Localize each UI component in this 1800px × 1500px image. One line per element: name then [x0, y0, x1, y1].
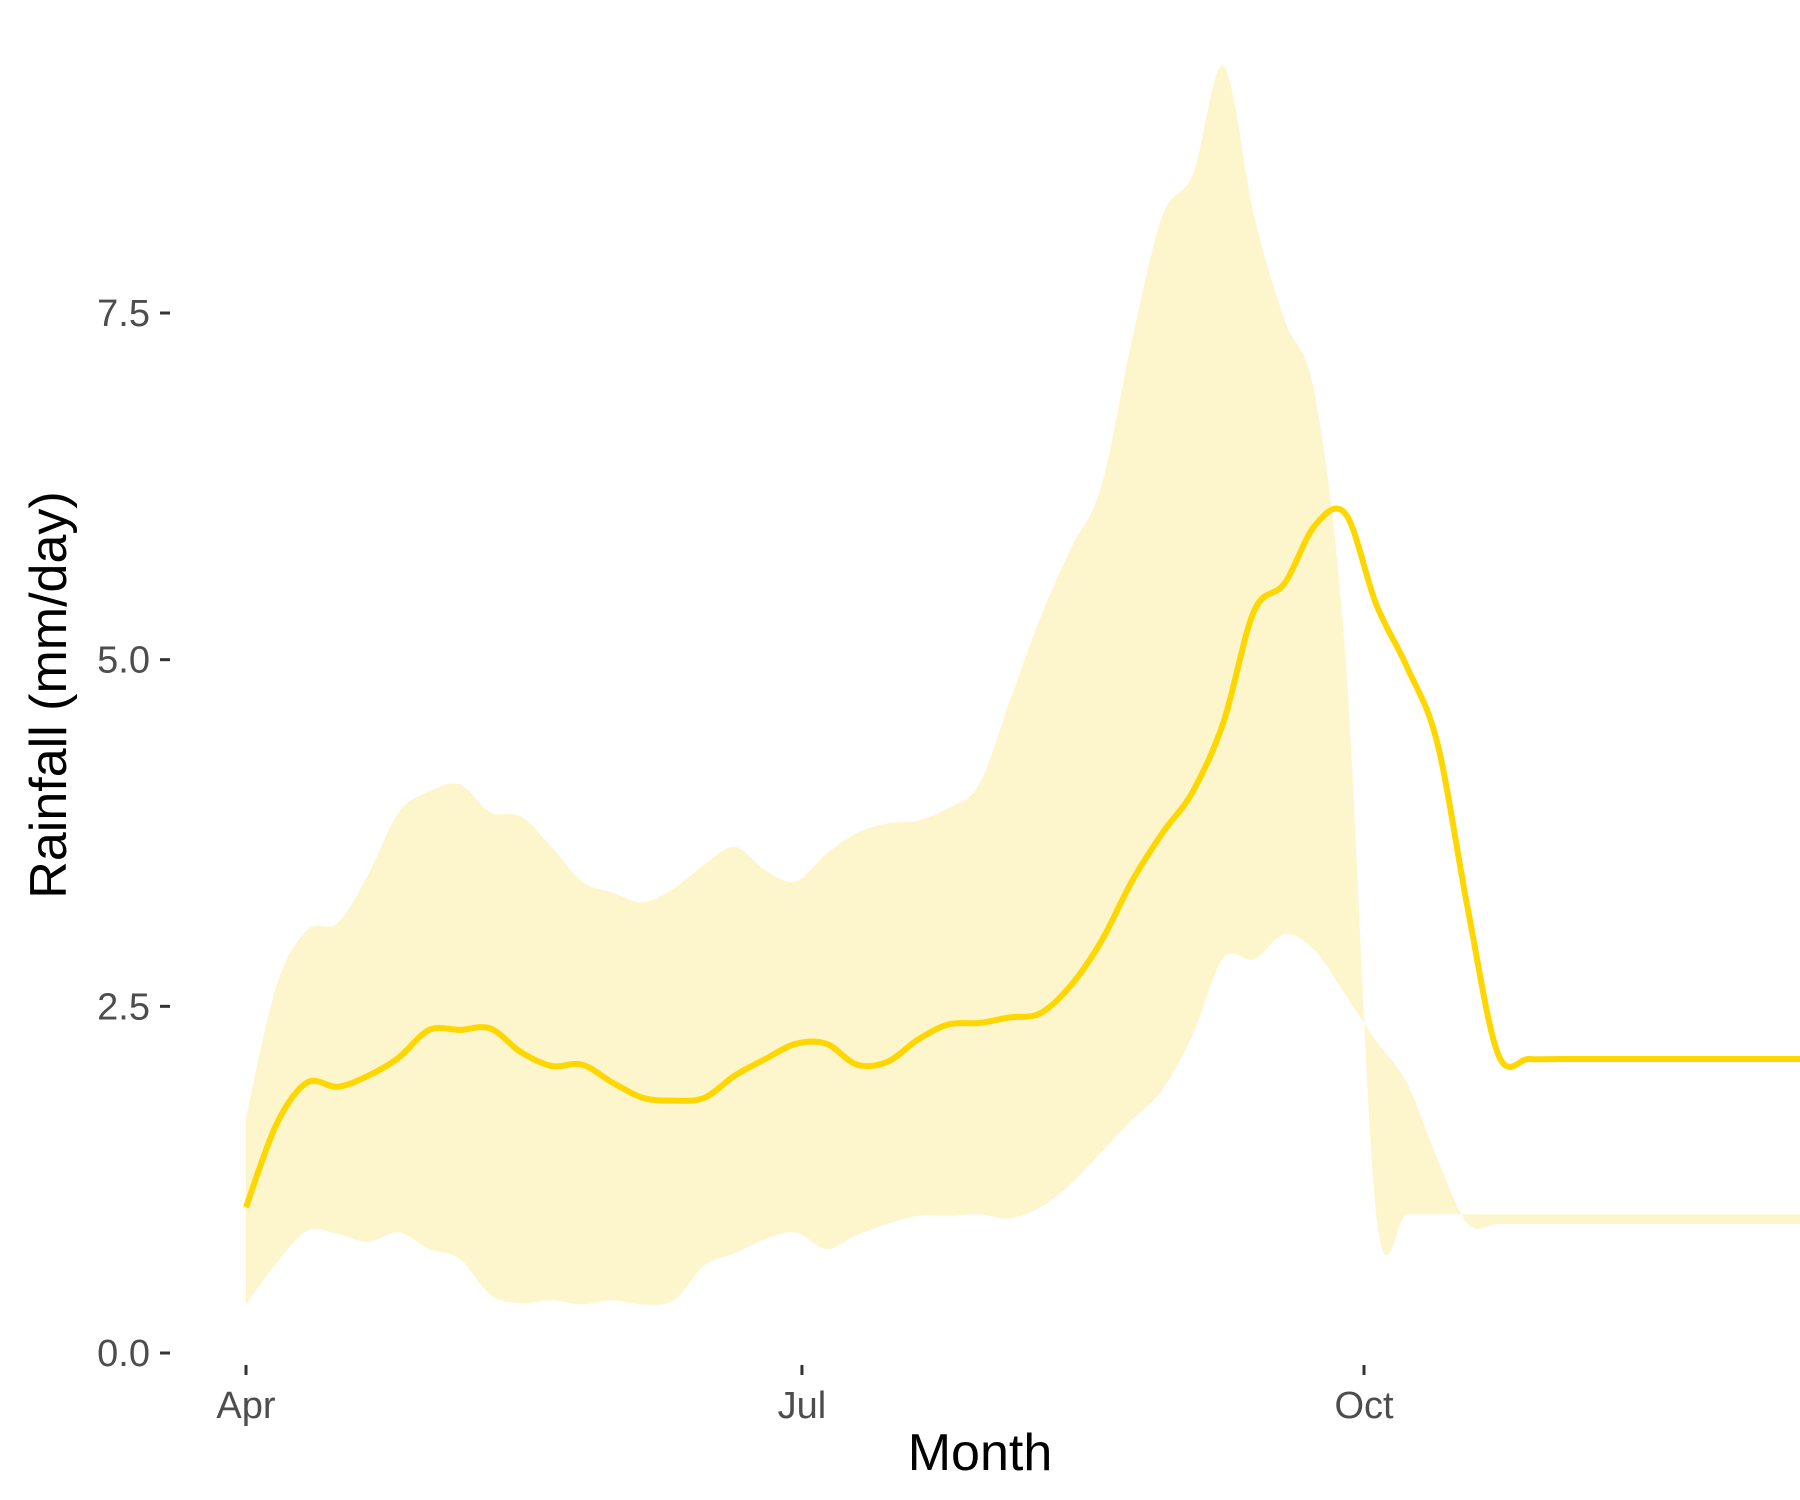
y-axis-title: Rainfall (mm/day) — [20, 491, 78, 898]
x-axis-title: Month — [908, 1424, 1053, 1482]
y-tick-label: 7.5 — [97, 293, 150, 335]
x-tick-label: Oct — [1334, 1385, 1394, 1427]
y-tick-label: 0.0 — [97, 1333, 150, 1375]
y-tick-label: 5.0 — [97, 640, 150, 682]
y-tick-label: 2.5 — [97, 986, 150, 1028]
x-tick-label: Jul — [778, 1385, 827, 1427]
x-axis: Apr Jul Oct — [216, 1365, 1394, 1427]
y-axis: 0.0 2.5 5.0 7.5 — [97, 293, 170, 1375]
uncertainty-band — [246, 66, 1800, 1305]
x-tick-label: Apr — [216, 1385, 275, 1427]
plot-area — [243, 66, 1800, 1305]
mean-rainfall-line — [243, 505, 1800, 1209]
